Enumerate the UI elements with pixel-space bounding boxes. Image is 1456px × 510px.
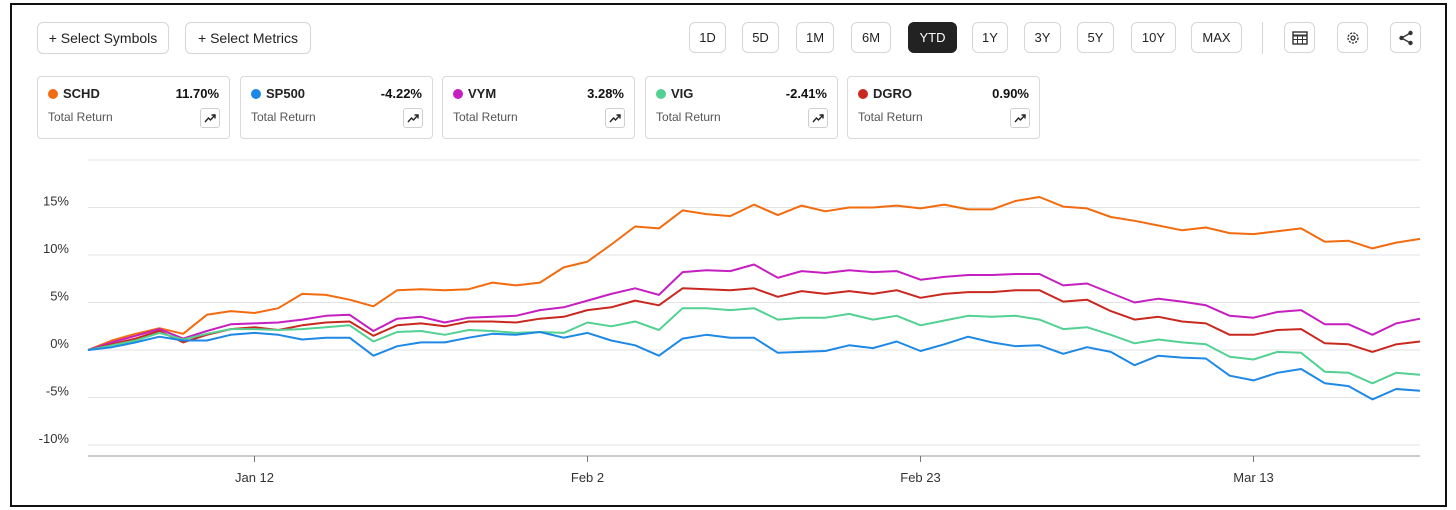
legend-card-dgro[interactable]: DGRO 0.90% Total Return [847, 76, 1040, 139]
card-symbol: DGRO [873, 86, 912, 101]
range-6m-button[interactable]: 6M [851, 22, 891, 53]
table-icon [1291, 30, 1308, 45]
y-tick-label: -5% [46, 384, 70, 399]
trending-up-icon [1014, 114, 1026, 123]
y-tick-label: 10% [43, 241, 69, 256]
y-tick-label: 5% [50, 289, 69, 304]
series-line-schd [87, 196, 1421, 351]
table-view-button[interactable] [1284, 22, 1315, 53]
card-value: 0.90% [992, 86, 1029, 101]
legend-card-sp500[interactable]: SP500 -4.22% Total Return [240, 76, 433, 139]
range-5d-button[interactable]: 5D [742, 22, 779, 53]
series-color-dot [453, 89, 463, 99]
card-symbol: SCHD [63, 86, 100, 101]
x-tick-label: Mar 13 [1233, 470, 1273, 485]
range-1d-button[interactable]: 1D [689, 22, 726, 53]
range-3y-button[interactable]: 3Y [1024, 22, 1061, 53]
range-1y-button[interactable]: 1Y [972, 22, 1008, 53]
trend-chart-button[interactable] [403, 108, 423, 128]
legend-card-schd[interactable]: SCHD 11.70% Total Return [37, 76, 230, 139]
trend-chart-button[interactable] [1010, 108, 1030, 128]
series-line-vig [87, 307, 1421, 385]
series-line-sp500 [87, 331, 1421, 401]
trending-up-icon [812, 114, 824, 123]
trend-chart-button[interactable] [605, 108, 625, 128]
card-label: Total Return [48, 110, 113, 124]
card-label: Total Return [251, 110, 316, 124]
legend-card-vym[interactable]: VYM 3.28% Total Return [442, 76, 635, 139]
toolbar-divider [1262, 22, 1263, 54]
series-line-dgro [87, 287, 1421, 353]
card-value: 11.70% [175, 86, 219, 101]
series-color-dot [656, 89, 666, 99]
legend-card-vig[interactable]: VIG -2.41% Total Return [645, 76, 838, 139]
trending-up-icon [407, 114, 419, 123]
card-label: Total Return [656, 110, 721, 124]
share-icon [1398, 30, 1413, 45]
y-tick-label: -10% [39, 431, 70, 446]
gear-icon [1346, 31, 1359, 44]
trend-chart-button[interactable] [200, 108, 220, 128]
x-tick-label: Feb 2 [571, 470, 604, 485]
range-10y-button[interactable]: 10Y [1131, 22, 1176, 53]
settings-button[interactable] [1337, 22, 1368, 53]
series-color-dot [858, 89, 868, 99]
card-label: Total Return [858, 110, 923, 124]
x-tick-label: Feb 23 [900, 470, 940, 485]
share-button[interactable] [1390, 22, 1421, 53]
card-symbol: VYM [468, 86, 497, 101]
line-chart[interactable]: 15% 10% 5% 0% -5% -10% Jan 12 Feb 2 Feb 23 Mar 13 [0, 150, 1456, 490]
card-value: -4.22% [380, 86, 422, 101]
range-1m-button[interactable]: 1M [796, 22, 834, 53]
range-max-button[interactable]: MAX [1191, 22, 1242, 53]
card-symbol: VIG [671, 86, 694, 101]
series-color-dot [251, 89, 261, 99]
series-line-vym [87, 263, 1421, 351]
y-tick-label: 15% [43, 194, 69, 209]
trending-up-icon [609, 114, 621, 123]
range-ytd-button[interactable]: YTD [908, 22, 957, 53]
card-value: 3.28% [587, 86, 624, 101]
y-tick-label: 0% [50, 336, 69, 351]
select-metrics-button[interactable]: + Select Metrics [185, 22, 311, 54]
select-symbols-button[interactable]: + Select Symbols [37, 22, 169, 54]
range-5y-button[interactable]: 5Y [1077, 22, 1114, 53]
card-label: Total Return [453, 110, 518, 124]
series-color-dot [48, 89, 58, 99]
trend-chart-button[interactable] [808, 108, 828, 128]
card-value: -2.41% [785, 86, 827, 101]
card-symbol: SP500 [266, 86, 306, 101]
trending-up-icon [204, 114, 216, 123]
x-tick-label: Jan 12 [235, 470, 274, 485]
